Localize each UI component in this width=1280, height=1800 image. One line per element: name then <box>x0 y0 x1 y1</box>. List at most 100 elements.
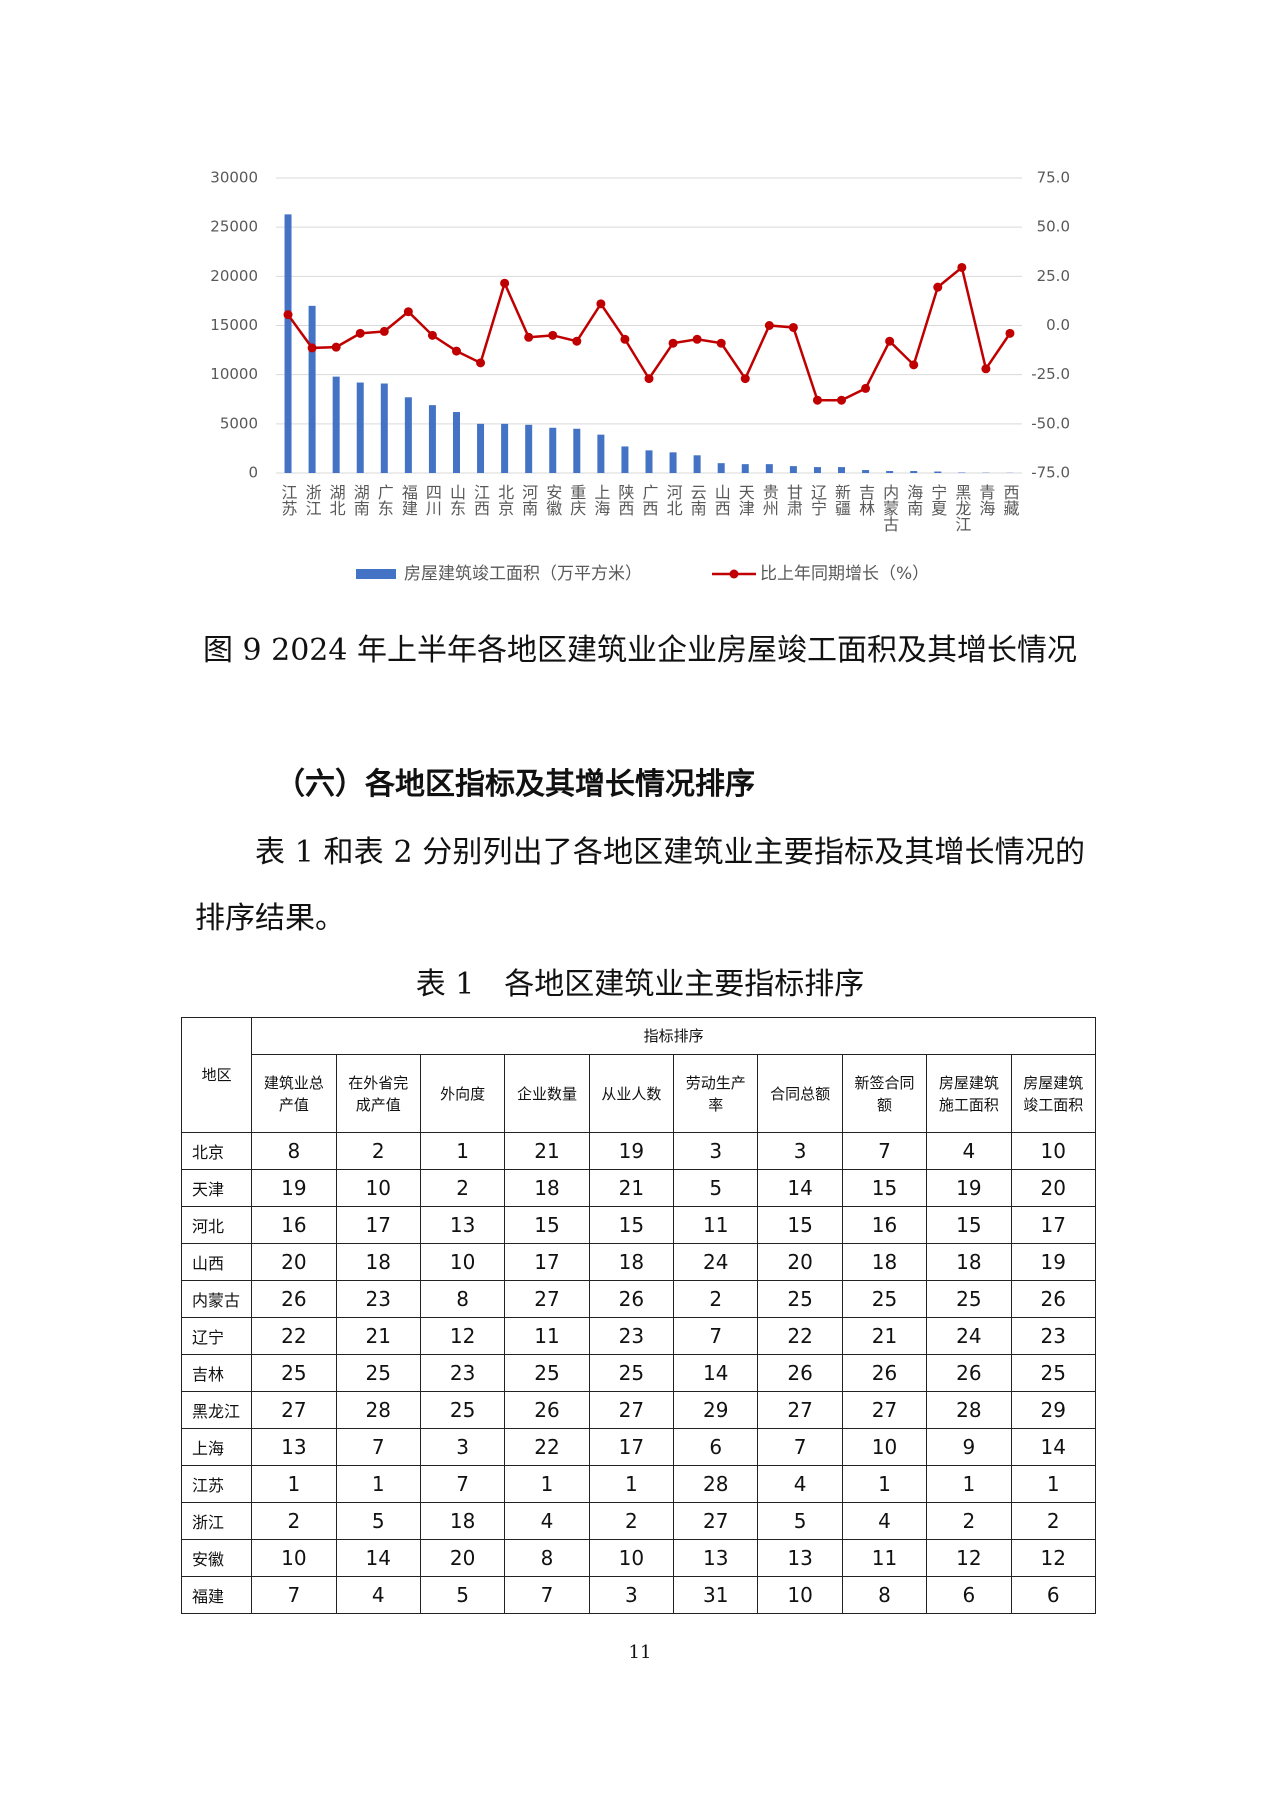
y-tick-label: 0 <box>248 464 258 482</box>
x-tick-label: 湖南 <box>351 484 370 516</box>
data-cell: 16 <box>251 1206 337 1244</box>
data-cell: 4 <box>841 1502 928 1540</box>
line-marker <box>812 395 822 405</box>
data-cell: 26 <box>757 1354 843 1392</box>
line-marker <box>283 310 293 320</box>
data-cell: 1 <box>419 1132 506 1170</box>
legend-swatch <box>729 569 739 579</box>
data-cell: 20 <box>251 1243 337 1281</box>
header-cell: 在外省完成产值 <box>335 1054 421 1133</box>
x-tick-label: 江苏 <box>279 484 298 517</box>
header-cell: 外向度 <box>419 1054 506 1133</box>
bar <box>789 466 797 473</box>
data-cell: 12 <box>926 1539 1012 1577</box>
line-marker <box>331 342 341 352</box>
bar <box>934 471 942 473</box>
data-cell: 19 <box>1010 1243 1097 1281</box>
x-tick-label: 内蒙古 <box>880 484 899 532</box>
data-cell: 25 <box>1010 1354 1097 1392</box>
data-cell: 18 <box>926 1243 1012 1281</box>
y-tick-label: 10000 <box>210 365 258 383</box>
line-marker <box>500 278 510 288</box>
data-cell: 26 <box>588 1280 675 1318</box>
line-marker <box>861 383 871 393</box>
line-marker <box>837 395 847 405</box>
data-cell: 20 <box>419 1539 506 1577</box>
data-cell: 22 <box>757 1317 843 1355</box>
bar <box>645 450 653 473</box>
line-marker <box>548 330 558 340</box>
legend-swatch <box>356 569 396 579</box>
x-tick-label: 广西 <box>640 484 659 516</box>
line-marker <box>451 346 461 356</box>
data-cell: 11 <box>841 1539 928 1577</box>
data-cell: 3 <box>588 1576 675 1614</box>
bar <box>501 423 509 473</box>
data-cell: 31 <box>673 1576 759 1614</box>
data-cell: 10 <box>841 1428 928 1466</box>
y2-tick-label: 75.0 <box>1037 169 1070 187</box>
data-cell: 21 <box>335 1317 421 1355</box>
bar <box>380 383 388 473</box>
bar <box>308 305 316 473</box>
bar <box>717 463 725 473</box>
bar <box>404 397 412 473</box>
x-tick-label: 四川 <box>423 484 442 516</box>
header-cell: 房屋建筑竣工面积 <box>1010 1054 1097 1133</box>
y-tick-label: 25000 <box>210 218 258 236</box>
x-tick-label: 青海 <box>976 484 995 516</box>
bar <box>452 412 460 473</box>
data-cell: 25 <box>841 1280 928 1318</box>
page-number: 11 <box>628 1642 652 1663</box>
data-cell: 18 <box>419 1502 506 1540</box>
data-cell: 6 <box>1010 1576 1097 1614</box>
line-marker <box>764 321 774 330</box>
line-marker <box>909 360 919 370</box>
line-marker <box>524 332 534 342</box>
x-tick-label: 重庆 <box>567 484 586 516</box>
header-cell: 地区 <box>180 1017 253 1133</box>
data-cell: 23 <box>1010 1317 1097 1355</box>
y-tick-label: 30000 <box>210 169 258 187</box>
data-cell: 4 <box>926 1132 1012 1170</box>
y2-tick-label: 25.0 <box>1037 267 1070 285</box>
y2-tick-label: -50.0 <box>1031 414 1070 432</box>
data-cell: 15 <box>588 1206 675 1244</box>
data-cell: 21 <box>588 1169 675 1207</box>
data-cell: 8 <box>504 1539 590 1577</box>
table-row: 建筑业总产值 在外省完成产值 外向度 企业数量 从业人数 劳动生产率 合同总额 新签合同额 房屋… <box>182 1054 1097 1133</box>
data-cell: 27 <box>841 1391 928 1429</box>
x-tick-label: 辽宁 <box>808 484 827 516</box>
x-tick-label: 河南 <box>519 484 538 516</box>
line-marker <box>572 336 582 346</box>
data-cell: 27 <box>673 1502 759 1540</box>
data-cell: 13 <box>251 1428 337 1466</box>
data-cell: 23 <box>588 1317 675 1355</box>
section-heading: （六）各地区指标及其增长情况排序 <box>275 767 755 802</box>
data-cell: 16 <box>841 1206 928 1244</box>
data-cell: 1 <box>841 1465 928 1503</box>
data-cell: 25 <box>588 1354 675 1392</box>
y2-tick-label: -75.0 <box>1031 464 1070 482</box>
x-tick-label: 广东 <box>375 484 394 516</box>
data-cell: 5 <box>757 1502 843 1540</box>
data-cell: 3 <box>757 1132 843 1170</box>
data-cell: 14 <box>673 1354 759 1392</box>
y2-tick-label: 0.0 <box>1046 316 1070 334</box>
table-title: 表 1 各地区建筑业主要指标排序 <box>415 967 865 1002</box>
data-cell: 1 <box>504 1465 590 1503</box>
line-marker <box>403 307 413 317</box>
data-cell: 28 <box>335 1391 421 1429</box>
bar <box>621 446 629 473</box>
data-cell: 24 <box>926 1317 1012 1355</box>
data-cell: 22 <box>504 1428 590 1466</box>
table-row: 地区 指标排序 <box>180 1017 1096 1133</box>
data-cell: 18 <box>588 1243 675 1281</box>
data-cell: 18 <box>335 1243 421 1281</box>
x-tick-label: 山西 <box>712 484 731 516</box>
bar <box>549 427 557 473</box>
line-marker <box>476 358 486 368</box>
header-cell: 合同总额 <box>757 1054 843 1133</box>
table-row: 河北 16 17 13 15 15 11 15 16 15 17 <box>180 1206 1097 1244</box>
bar <box>813 467 821 473</box>
